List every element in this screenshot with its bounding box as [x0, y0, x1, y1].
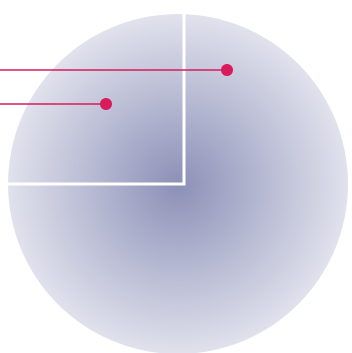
- callout-dot-outer: [221, 64, 233, 76]
- callout-dot-inner: [100, 98, 112, 110]
